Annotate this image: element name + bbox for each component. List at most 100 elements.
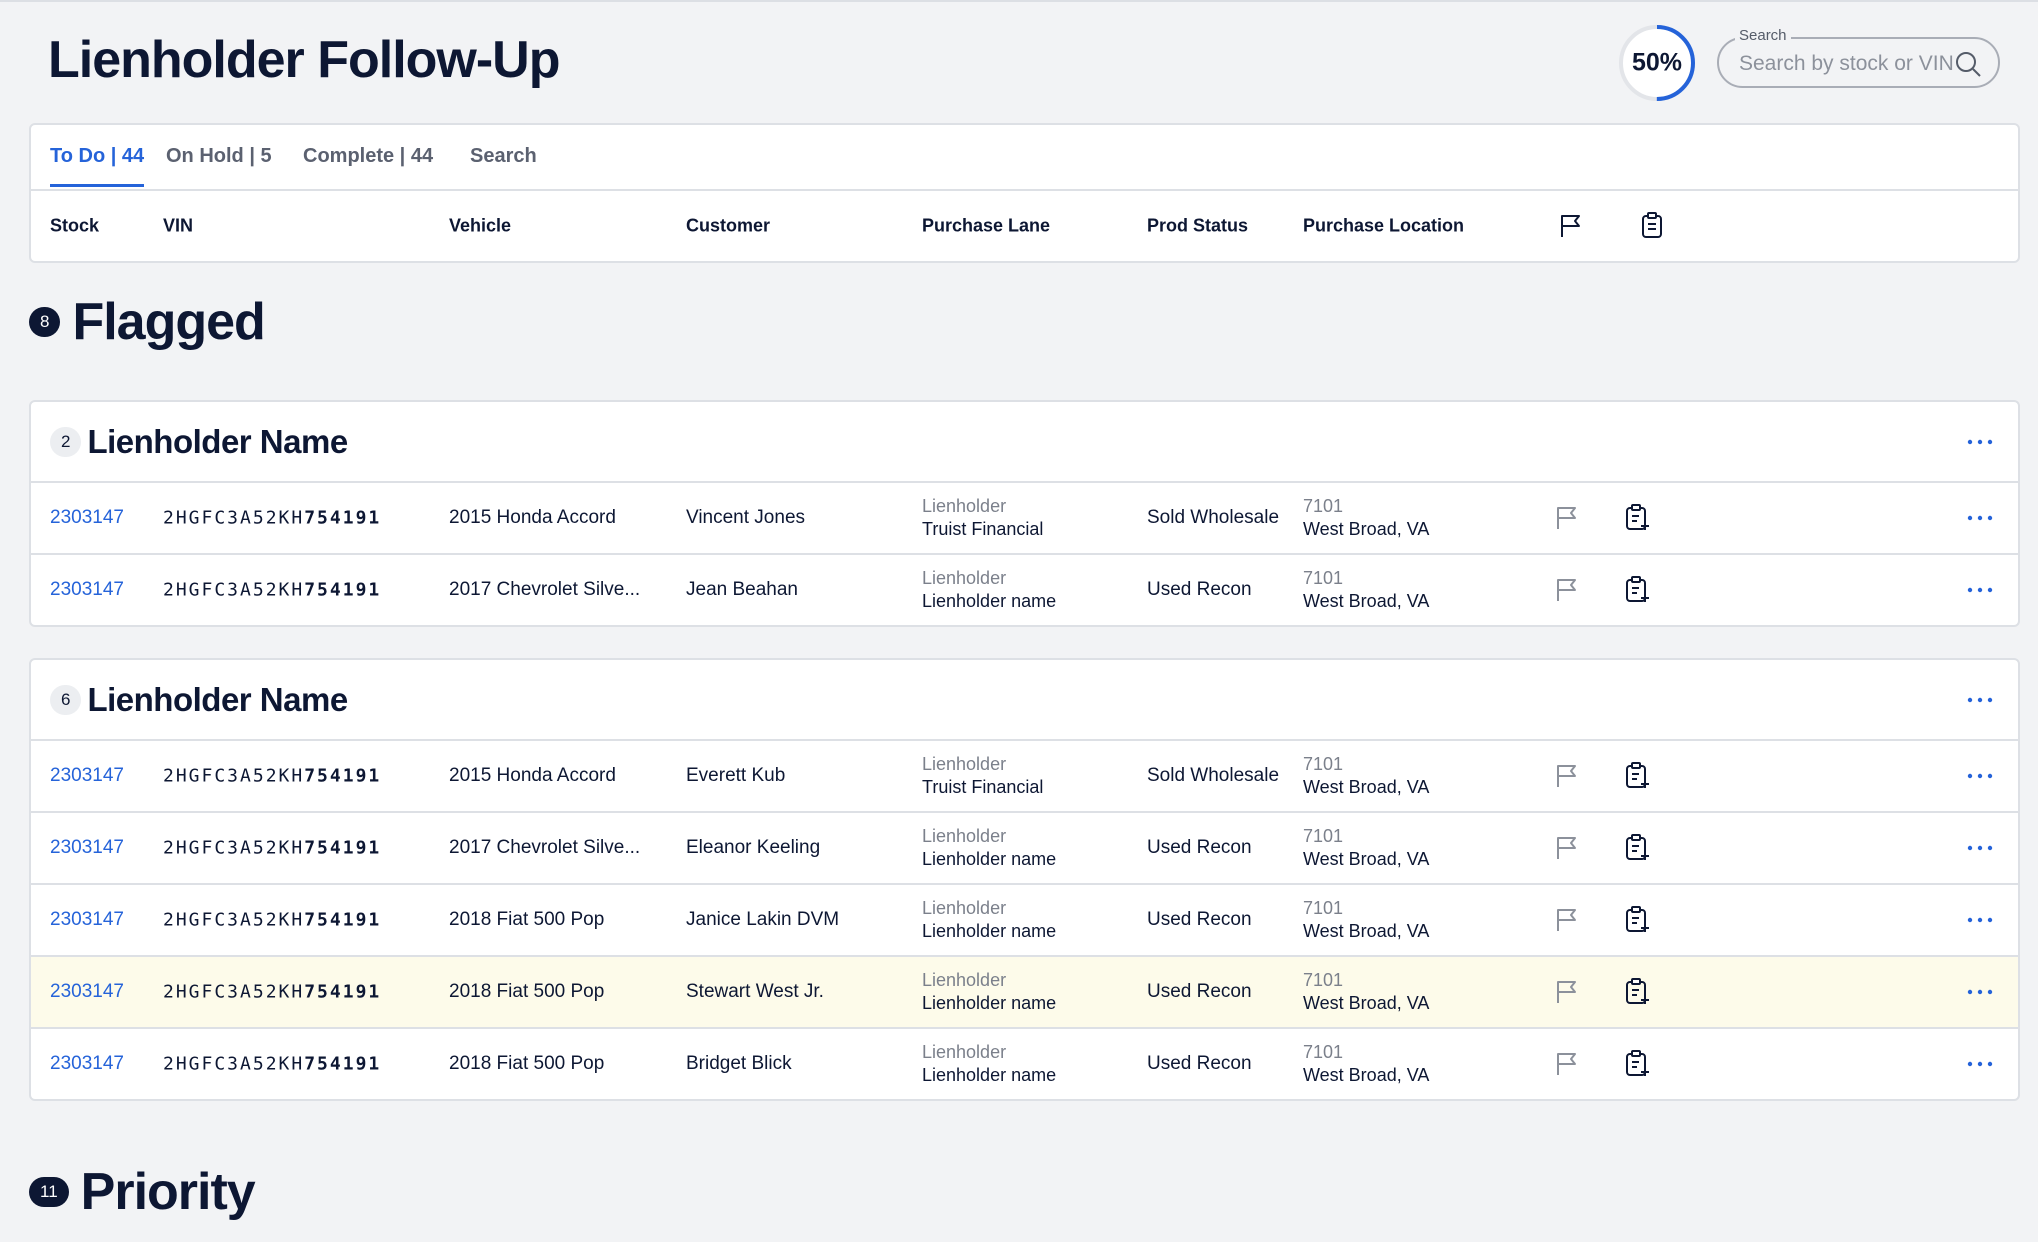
purchase-location: 7101 West Broad, VA <box>1303 969 1429 1015</box>
vehicle: 2018 Fiat 500 Pop <box>449 909 605 930</box>
search-label: Search <box>1735 27 1791 44</box>
stock-link[interactable]: 2303147 <box>50 507 124 528</box>
flag-button[interactable] <box>1553 577 1579 603</box>
row-menu[interactable] <box>1967 989 1993 995</box>
location-name: West Broad, VA <box>1303 921 1430 941</box>
vin-suffix: 754191 <box>304 981 382 1003</box>
flag-header-icon[interactable] <box>1557 213 1583 239</box>
flag-button[interactable] <box>1553 505 1579 531</box>
vin: 2HGFC3A52KH754191 <box>163 766 381 787</box>
stock-link[interactable]: 2303147 <box>50 1053 124 1074</box>
add-note-button[interactable] <box>1624 834 1650 862</box>
row-menu[interactable] <box>1967 845 1993 851</box>
row-menu[interactable] <box>1967 917 1993 923</box>
customer: Bridget Blick <box>686 1053 792 1074</box>
notes-header-icon[interactable] <box>1640 212 1666 240</box>
column-header: Purchase Lane <box>922 215 1051 236</box>
lane-value: Lienholder name <box>922 849 1057 869</box>
flag-button[interactable] <box>1553 1051 1579 1077</box>
vin: 2HGFC3A52KH754191 <box>163 982 381 1003</box>
add-note-button[interactable] <box>1624 576 1650 604</box>
customer: Vincent Jones <box>686 507 806 528</box>
row-menu[interactable] <box>1967 587 1993 593</box>
location-code: 7101 <box>1303 898 1344 918</box>
tab[interactable]: To Do | 44 <box>50 145 145 187</box>
customer: Jean Beahan <box>686 579 798 600</box>
group-count: 6 <box>50 684 82 715</box>
search-box[interactable]: Search Search by stock or VIN <box>1717 27 2000 88</box>
prod-status: Sold Wholesale <box>1147 765 1280 786</box>
customer: Everett Kub <box>686 765 786 786</box>
vehicle: 2018 Fiat 500 Pop <box>449 981 605 1002</box>
tab[interactable]: Search <box>470 145 537 167</box>
purchase-lane: Lienholder Lienholder name <box>922 1041 1056 1087</box>
purchase-location: 7101 West Broad, VA <box>1303 825 1429 871</box>
purchase-lane: Lienholder Truist Financial <box>922 753 1043 799</box>
purchase-location: 7101 West Broad, VA <box>1303 495 1429 541</box>
vin-suffix: 754191 <box>304 765 382 787</box>
lane-label: Lienholder <box>922 826 1007 846</box>
flag-button[interactable] <box>1553 907 1579 933</box>
prod-status: Sold Wholesale <box>1147 507 1280 528</box>
search-icon <box>1956 52 1981 77</box>
add-note-button[interactable] <box>1624 978 1650 1006</box>
location-name: West Broad, VA <box>1303 1065 1430 1085</box>
prod-status: Used Recon <box>1147 837 1252 858</box>
prod-status: Used Recon <box>1147 909 1252 930</box>
vin: 2HGFC3A52KH754191 <box>163 838 381 859</box>
purchase-lane: Lienholder Lienholder name <box>922 825 1056 871</box>
flag-button[interactable] <box>1553 835 1579 861</box>
progress-ring: 50% <box>1619 25 1695 101</box>
prod-status: Used Recon <box>1147 579 1252 600</box>
customer: Eleanor Keeling <box>686 837 821 858</box>
prod-status: Used Recon <box>1147 981 1252 1002</box>
stock-link[interactable]: 2303147 <box>50 579 124 600</box>
location-code: 7101 <box>1303 970 1344 990</box>
table-header-card: To Do | 44 On Hold | 5 Complete | 44 Search… <box>29 123 2020 263</box>
add-note-button[interactable] <box>1624 762 1650 790</box>
location-code: 7101 <box>1303 1042 1344 1062</box>
column-header: Vehicle <box>449 215 512 236</box>
group-menu[interactable] <box>1967 697 1993 703</box>
location-code: 7101 <box>1303 754 1344 774</box>
stock-link[interactable]: 2303147 <box>50 765 124 786</box>
vehicle: 2017 Chevrolet Silve... <box>449 579 641 600</box>
vin-suffix: 754191 <box>304 579 382 601</box>
purchase-location: 7101 West Broad, VA <box>1303 567 1429 613</box>
stock-link[interactable]: 2303147 <box>50 981 124 1002</box>
lane-value: Lienholder name <box>922 1065 1057 1085</box>
column-header: Purchase Location <box>1303 215 1465 236</box>
vin-prefix: 2HGFC3A52KH <box>163 579 305 601</box>
table-row: 2303147 2HGFC3A52KH754191 2018 Fiat 500 Po… <box>31 885 2018 957</box>
row-menu[interactable] <box>1967 1061 1993 1067</box>
section-heading: 11 Priority <box>29 1162 256 1222</box>
table-row: 2303147 2HGFC3A52KH754191 2017 Chevrolet S… <box>31 555 2018 625</box>
vin-prefix: 2HGFC3A52KH <box>163 981 305 1003</box>
table-row: 2303147 2HGFC3A52KH754191 2015 Honda Accor… <box>31 483 2018 555</box>
table-row: 2303147 2HGFC3A52KH754191 2017 Chevrolet S… <box>31 813 2018 885</box>
column-header: VIN <box>163 215 194 236</box>
vin-suffix: 754191 <box>304 837 382 859</box>
tab[interactable]: Complete | 44 <box>303 145 434 167</box>
tab[interactable]: On Hold | 5 <box>166 145 272 167</box>
group-menu[interactable] <box>1967 439 1993 445</box>
location-name: West Broad, VA <box>1303 849 1430 869</box>
customer: Stewart West Jr. <box>686 981 824 1002</box>
flag-button[interactable] <box>1553 763 1579 789</box>
column-header: Stock VIN Vehicle Customer Purchase Lane Prod… <box>31 191 2018 261</box>
location-name: West Broad, VA <box>1303 993 1430 1013</box>
group-name: Lienholder Name <box>87 422 348 460</box>
add-note-button[interactable] <box>1624 1050 1650 1078</box>
purchase-location: 7101 West Broad, VA <box>1303 1041 1429 1087</box>
row-menu[interactable] <box>1967 515 1993 521</box>
add-note-button[interactable] <box>1624 504 1650 532</box>
lane-value: Lienholder name <box>922 993 1057 1013</box>
stock-link[interactable]: 2303147 <box>50 837 124 858</box>
section-title: Priority <box>80 1163 256 1221</box>
flag-button[interactable] <box>1553 979 1579 1005</box>
progress-label: 50% <box>1632 49 1682 77</box>
stock-link[interactable]: 2303147 <box>50 909 124 930</box>
vin-suffix: 754191 <box>304 1053 382 1075</box>
add-note-button[interactable] <box>1624 906 1650 934</box>
row-menu[interactable] <box>1967 773 1993 779</box>
